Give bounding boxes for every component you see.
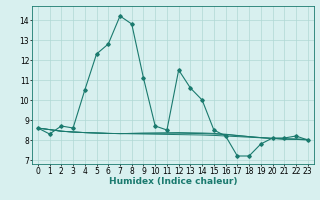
X-axis label: Humidex (Indice chaleur): Humidex (Indice chaleur)	[108, 177, 237, 186]
